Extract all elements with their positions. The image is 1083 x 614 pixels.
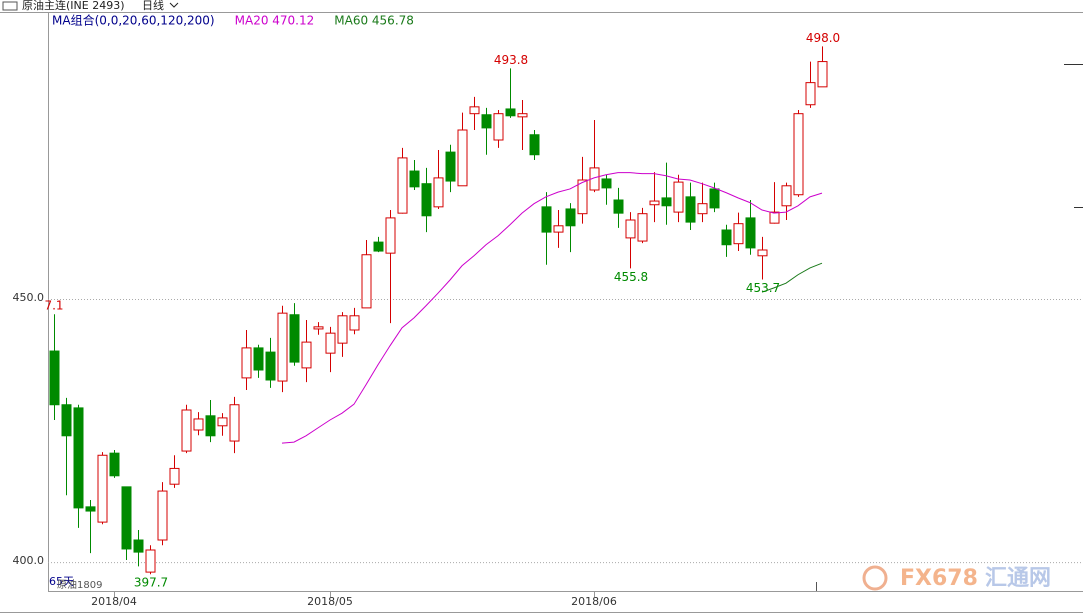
x-tick-label: 2018/05 [307,595,353,608]
ma-line [761,262,823,293]
candle-body [61,404,72,437]
candle-body [709,188,720,209]
candle-body [157,490,168,541]
candle-body [169,467,180,485]
candle-body [577,179,588,215]
candle-body [337,315,348,344]
x-tick-label: 2018/06 [571,595,617,608]
candle-body [565,208,576,227]
candle-body [97,454,108,523]
candle-body [445,151,456,182]
footer-contract: 原油1809 [57,578,102,591]
candle-body [433,177,444,208]
candle-body [457,129,468,187]
candle-body [313,326,324,330]
candle-body [745,217,756,249]
legend-entry: MA20 470.12 [235,14,315,28]
footer-days: 65天 [49,575,74,588]
candle-body [421,183,432,217]
candle-body [805,82,816,106]
candle-body [121,486,132,550]
candle-body [769,211,780,224]
y-tick-label: 400.0 [13,554,45,567]
high-low-label: 455.8 [614,270,648,284]
dropdown[interactable] [169,2,179,8]
candle-body [361,254,372,309]
candle-body [253,347,264,371]
period[interactable]: 日线 [142,0,164,12]
candle-body [697,203,708,215]
candle-body [469,106,480,115]
candle-body [601,178,612,189]
candle-body [721,229,732,246]
candle-body [409,170,420,188]
candle-body [265,351,276,381]
candle-body [181,409,192,452]
high-low-label: 453.7 [746,281,780,295]
candle-body [109,452,120,477]
candle-body [529,134,540,156]
candle-body [817,61,828,88]
candle-body [793,113,804,196]
candle-body [349,315,360,331]
candle-body [241,347,252,379]
candle-body [661,197,672,207]
candle-body [505,108,516,117]
icon [2,1,18,11]
candle-body [229,404,240,442]
candle-body [145,549,156,573]
title: 原油主连(INE 2493) [22,0,125,12]
candle-body [757,249,768,257]
high-low-label: 7.1 [44,299,63,313]
candle-body [217,417,228,427]
candle-body [277,312,288,382]
candle-body [553,225,564,233]
candle-body [541,206,552,233]
candle-body [649,200,660,206]
high-low-label: 498.0 [806,31,840,45]
candle-body [493,113,504,141]
candle-body [625,219,636,239]
candle-body [373,241,384,252]
high-low-label: 493.8 [494,53,528,67]
candle-body [133,539,144,553]
candle-body [733,223,744,245]
x-tick-label: 2018/04 [91,595,137,608]
candle-body [85,506,96,512]
candle-body [397,157,408,214]
candle-body [673,181,684,213]
watermark-name: 汇通网 [985,566,1051,591]
ma-line [281,172,823,444]
candle-body [517,113,528,118]
legend-entry: MA60 456.78 [334,14,414,28]
candle-body [193,418,204,431]
y-tick-label: 450.0 [13,291,45,304]
candle-body [781,185,792,207]
watermark-icon [862,565,888,591]
watermark-brand: FX678 [900,566,978,591]
legend-entry: MA组合(0,0,20,60,120,200) [52,13,215,28]
high-low-label: 397.7 [134,576,168,590]
candle-body [301,341,312,369]
candle-body [685,196,696,223]
candle-body [385,217,396,254]
candle-body [289,314,300,363]
candle-body [481,114,492,129]
candle-body [73,407,84,509]
candle-body [49,350,60,406]
candle-body [205,415,216,437]
candle-body [637,213,648,242]
candle-body [325,332,336,354]
candle-body [613,199,624,214]
